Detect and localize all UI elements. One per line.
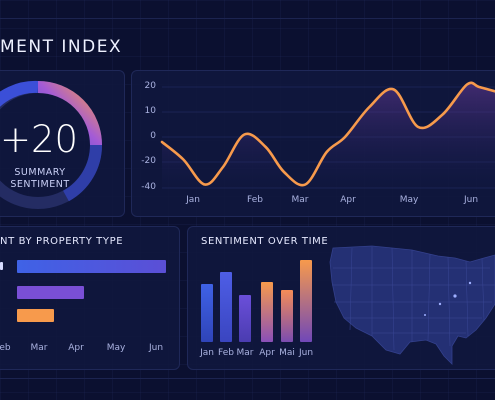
sentiment-bar (300, 260, 312, 342)
line-y-tick-label: -40 (141, 182, 156, 192)
property-type-bar (17, 260, 166, 273)
bottom-divider (0, 378, 495, 379)
property-type-marker (0, 262, 3, 270)
line-y-tick-label: 20 (144, 81, 156, 91)
summary-label-line1: SUMMARY (14, 167, 66, 178)
line-x-tick-label: Jun (463, 195, 479, 205)
line-x-tick-label: May (399, 195, 419, 205)
sentiment-x-tick-label: Jun (298, 348, 314, 358)
line-area-fill (162, 82, 495, 188)
sentiment-bar (281, 290, 293, 342)
property-type-x-tick-label: Jun (148, 343, 164, 353)
line-y-tick-label: 0 (150, 131, 156, 141)
property-type-x-tick-label: May (106, 343, 126, 353)
summary-value: +20 (0, 118, 79, 161)
sentiment-over-time-title: SENTIMENT OVER TIME (201, 236, 329, 247)
gauge-arc-orange (37, 81, 102, 146)
page-title: MENT INDEX (0, 37, 123, 57)
property-type-x-tick-label: Apr (68, 343, 84, 353)
property-type-title: NT BY PROPERTY TYPE (0, 236, 124, 247)
summary-label: SUMMARY SENTIMENT (5, 167, 75, 191)
gauge-arc-blue (0, 80, 39, 107)
line-x-tick-label: Jan (186, 195, 200, 205)
summary-label-line2: SENTIMENT (10, 179, 70, 190)
line-x-tick-label: Feb (247, 195, 263, 205)
sentiment-x-tick-label: Feb (218, 348, 234, 358)
sentiment-x-tick-label: Apr (259, 348, 275, 358)
sentiment-x-tick-label: Jan (200, 348, 214, 358)
line-series (160, 81, 495, 187)
sentiment-bar (239, 295, 251, 342)
property-type-bar (17, 286, 85, 299)
line-y-tick-label: -20 (141, 156, 156, 166)
line-y-tick-label: 10 (144, 106, 156, 116)
top-divider (0, 18, 495, 19)
line-x-tick-label: Apr (340, 195, 356, 205)
property-type-x-tick-label: Mar (30, 343, 48, 353)
property-type-x-tick-label: eb (0, 343, 11, 353)
gauge-arc-dark (62, 144, 103, 202)
sentiment-x-tick-label: Mar (236, 348, 254, 358)
sentiment-bar (261, 282, 273, 342)
property-type-bar (17, 309, 55, 322)
line-x-tick-label: Mar (291, 195, 309, 205)
sentiment-bar (201, 284, 213, 342)
sentiment-x-tick-label: Mai (279, 348, 295, 358)
sentiment-bar (220, 272, 232, 342)
